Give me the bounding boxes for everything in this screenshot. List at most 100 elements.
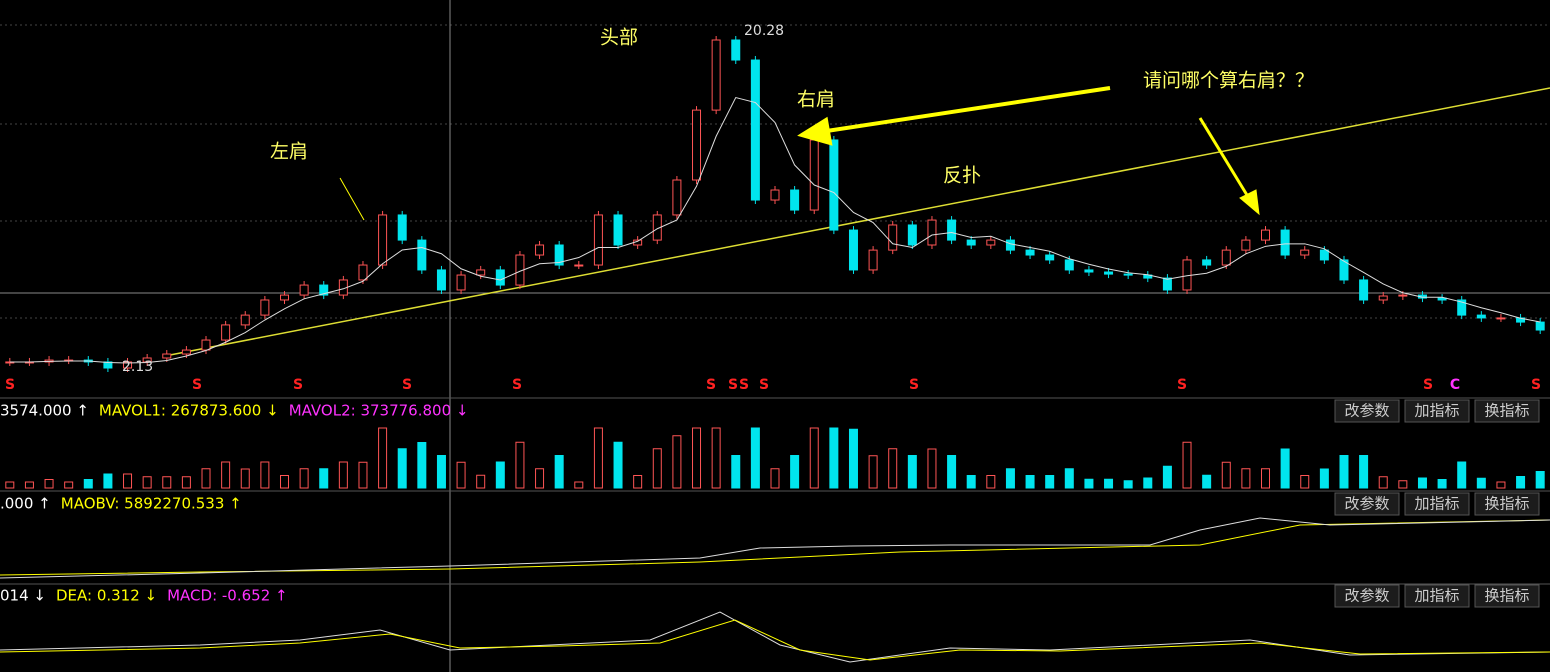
obv bbox=[0, 517, 1550, 579]
candle bbox=[750, 59, 760, 201]
candle bbox=[1437, 297, 1447, 301]
volume-bar bbox=[1417, 477, 1427, 489]
candle bbox=[299, 284, 309, 296]
candle bbox=[1359, 279, 1369, 301]
volume-bar bbox=[535, 468, 545, 489]
volume-bar bbox=[260, 461, 270, 489]
button[interactable] bbox=[1474, 492, 1540, 516]
volume-bar bbox=[966, 475, 976, 489]
volume-bar bbox=[201, 468, 211, 489]
candle bbox=[1496, 317, 1506, 320]
candle bbox=[1319, 249, 1329, 261]
candle bbox=[1064, 259, 1074, 271]
volume-bar bbox=[221, 461, 231, 489]
volume-bar bbox=[1535, 471, 1545, 489]
volume-bar bbox=[1319, 468, 1329, 489]
candle bbox=[417, 239, 427, 271]
candle bbox=[829, 139, 839, 231]
candle bbox=[495, 269, 505, 286]
volume-bar bbox=[1005, 468, 1015, 489]
signal: S bbox=[909, 377, 919, 393]
volume-bar bbox=[1359, 455, 1369, 489]
candle bbox=[1162, 277, 1172, 291]
button-label: 改参数 bbox=[1344, 495, 1389, 513]
volume-bar bbox=[5, 481, 15, 489]
volume-bar bbox=[103, 473, 113, 489]
candle bbox=[1104, 271, 1114, 275]
trendline bbox=[169, 87, 1550, 356]
button[interactable] bbox=[1334, 584, 1400, 608]
candle bbox=[279, 294, 289, 301]
candles bbox=[5, 36, 1545, 489]
candle bbox=[1457, 299, 1467, 316]
indicator-header: MACD: -0.652 ↑ bbox=[167, 587, 287, 605]
candle bbox=[888, 224, 898, 251]
button-label: 换指标 bbox=[1484, 587, 1529, 605]
volume-bar bbox=[64, 481, 74, 489]
signal: S bbox=[706, 377, 716, 393]
button-label: 改参数 bbox=[1344, 587, 1389, 605]
volume-bar bbox=[692, 427, 702, 489]
volume-bar bbox=[809, 427, 819, 489]
candle bbox=[181, 349, 191, 355]
signal: S bbox=[728, 377, 738, 393]
button[interactable] bbox=[1404, 584, 1470, 608]
button[interactable] bbox=[1334, 399, 1400, 423]
volume-bar bbox=[1476, 477, 1486, 489]
macd-dif bbox=[0, 611, 1550, 663]
button[interactable] bbox=[1404, 492, 1470, 516]
volume-bar bbox=[750, 427, 760, 489]
candle bbox=[966, 239, 976, 246]
volume-bar bbox=[986, 475, 996, 489]
volume-bar bbox=[652, 448, 662, 489]
signal: S bbox=[739, 377, 749, 393]
volume-bar bbox=[83, 479, 93, 489]
candle bbox=[319, 284, 329, 296]
volume-bar bbox=[436, 455, 446, 489]
arrow bbox=[1198, 117, 1252, 201]
candle bbox=[868, 249, 878, 271]
candle bbox=[652, 214, 662, 241]
volume-bar bbox=[613, 441, 623, 489]
volume-bar bbox=[123, 473, 133, 489]
volume-bar bbox=[1300, 475, 1310, 489]
volume-bar bbox=[319, 468, 329, 489]
volume-bar bbox=[1104, 478, 1114, 489]
volume-bar bbox=[554, 455, 564, 489]
signal: S bbox=[512, 377, 522, 393]
volume-bar bbox=[162, 476, 172, 489]
button-label: 改参数 bbox=[1344, 402, 1389, 420]
button-label: 加指标 bbox=[1414, 402, 1459, 420]
volume-bar bbox=[495, 461, 505, 489]
volume-bar bbox=[829, 427, 839, 489]
volume-bar bbox=[417, 442, 427, 489]
arrow bbox=[819, 86, 1111, 134]
volume-bar bbox=[1123, 480, 1133, 489]
button[interactable] bbox=[1334, 492, 1400, 516]
candle bbox=[397, 214, 407, 241]
volume-bar bbox=[515, 441, 525, 489]
volume-bar bbox=[593, 427, 603, 489]
volume-bar bbox=[947, 455, 957, 489]
volume-bar bbox=[1162, 465, 1172, 489]
low-label: 2.13 bbox=[122, 359, 153, 375]
button[interactable] bbox=[1474, 584, 1540, 608]
volume-bar bbox=[44, 479, 54, 489]
indicator-header: MAVOL2: 373776.800 ↓ bbox=[289, 402, 469, 420]
candle bbox=[790, 189, 800, 211]
candle bbox=[1280, 229, 1290, 256]
indicator-header: 014 ↓ bbox=[0, 587, 46, 605]
signal: S bbox=[293, 377, 303, 393]
candle bbox=[1476, 314, 1486, 319]
volume-bar bbox=[1202, 474, 1212, 489]
volume-bar bbox=[731, 455, 741, 489]
button[interactable] bbox=[1404, 399, 1470, 423]
volume-bar bbox=[1241, 468, 1251, 489]
indicator-header: .000 ↑ bbox=[0, 495, 51, 513]
button[interactable] bbox=[1474, 399, 1540, 423]
volume-bar bbox=[1457, 461, 1467, 489]
candle bbox=[593, 214, 603, 266]
volume-bar bbox=[633, 475, 643, 489]
signal: S bbox=[759, 377, 769, 393]
annotation: 头部 bbox=[600, 27, 638, 49]
